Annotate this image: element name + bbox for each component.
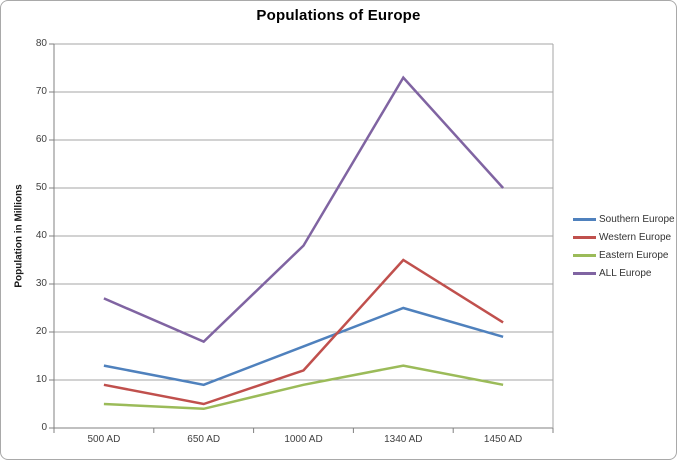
legend-swatch-icon xyxy=(573,217,596,221)
legend-label: Eastern Europe xyxy=(599,249,669,261)
x-tick-label: 1340 AD xyxy=(384,434,423,445)
legend-swatch-icon xyxy=(573,235,596,239)
legend: Southern Europe Western Europe Eastern Eur… xyxy=(573,210,675,282)
y-tick-label: 40 xyxy=(35,230,47,241)
x-tick-label: 1450 AD xyxy=(483,434,523,445)
legend-item: Western Europe xyxy=(573,228,675,246)
x-tick-label: 1000 AD xyxy=(284,434,323,445)
series-line-all-europe xyxy=(103,75,505,344)
legend-label: Southern Europe xyxy=(599,213,675,225)
legend-label: Western Europe xyxy=(599,231,672,243)
y-tick-label: 70 xyxy=(35,86,47,97)
series-line-eastern-europe xyxy=(103,364,504,411)
legend-swatch-icon xyxy=(573,271,596,275)
y-tick-label: 80 xyxy=(35,38,47,49)
legend-item: ALL Europe xyxy=(573,264,675,282)
legend-item: Eastern Europe xyxy=(573,246,675,264)
y-tick-label: 10 xyxy=(35,374,47,385)
x-tick-label: 650 AD xyxy=(187,434,221,445)
x-tick-label: 500 AD xyxy=(87,434,121,445)
y-tick-label: 50 xyxy=(35,182,47,193)
legend-item: Southern Europe xyxy=(573,210,675,228)
chart-title: Populations of Europe xyxy=(256,7,421,24)
series-line-western-europe xyxy=(103,258,504,406)
legend-label: ALL Europe xyxy=(599,267,652,279)
y-tick-label: 60 xyxy=(35,134,47,145)
y-tick-label: 20 xyxy=(35,326,47,337)
series-line-southern-europe xyxy=(103,306,504,387)
y-tick-label: 0 xyxy=(41,422,47,433)
y-tick-label: 30 xyxy=(35,278,47,289)
legend-swatch-icon xyxy=(573,253,596,257)
